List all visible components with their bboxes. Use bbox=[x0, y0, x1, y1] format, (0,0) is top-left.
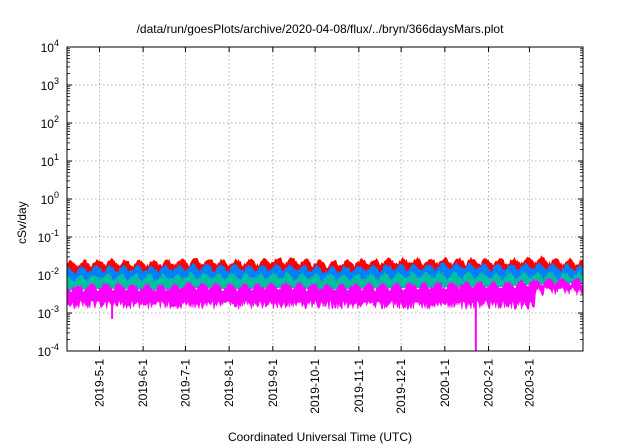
x-tick-label: 2019-9-1 bbox=[266, 359, 280, 407]
y-tick-label: 103 bbox=[41, 76, 59, 93]
y-tick-label: 104 bbox=[41, 38, 59, 55]
x-tick-label: 2019-6-1 bbox=[136, 359, 150, 407]
x-tick-label: 2020-3-1 bbox=[522, 359, 536, 407]
chart-title: /data/run/goesPlots/archive/2020-04-08/f… bbox=[136, 22, 504, 36]
y-tick-label: 102 bbox=[41, 114, 59, 131]
y-tick-label: 100 bbox=[41, 190, 59, 207]
x-tick-label: 2020-1-1 bbox=[438, 359, 452, 407]
plot-frame bbox=[66, 46, 584, 352]
y-tick-label: 101 bbox=[41, 152, 59, 169]
x-axis-label: Coordinated Universal Time (UTC) bbox=[227, 430, 413, 444]
x-tick-label: 2019-10-1 bbox=[308, 359, 322, 414]
y-tick-label: 10-1 bbox=[38, 228, 59, 245]
series-area-3 bbox=[67, 277, 583, 311]
x-tick-label: 2019-8-1 bbox=[222, 359, 236, 407]
x-tick-label: 2019-11-1 bbox=[352, 359, 366, 413]
y-tick-label: 10-3 bbox=[38, 304, 59, 321]
x-tick-label: 2019-7-1 bbox=[178, 359, 192, 407]
x-tick-label: 2019-5-1 bbox=[92, 359, 106, 407]
y-tick-label: 10-4 bbox=[38, 342, 59, 359]
x-tick-label: 2019-12-1 bbox=[394, 359, 408, 414]
y-axis-label: cSv/day bbox=[15, 201, 29, 244]
y-tick-label: 10-2 bbox=[38, 266, 59, 283]
x-tick-label: 2020-2-1 bbox=[482, 359, 496, 407]
